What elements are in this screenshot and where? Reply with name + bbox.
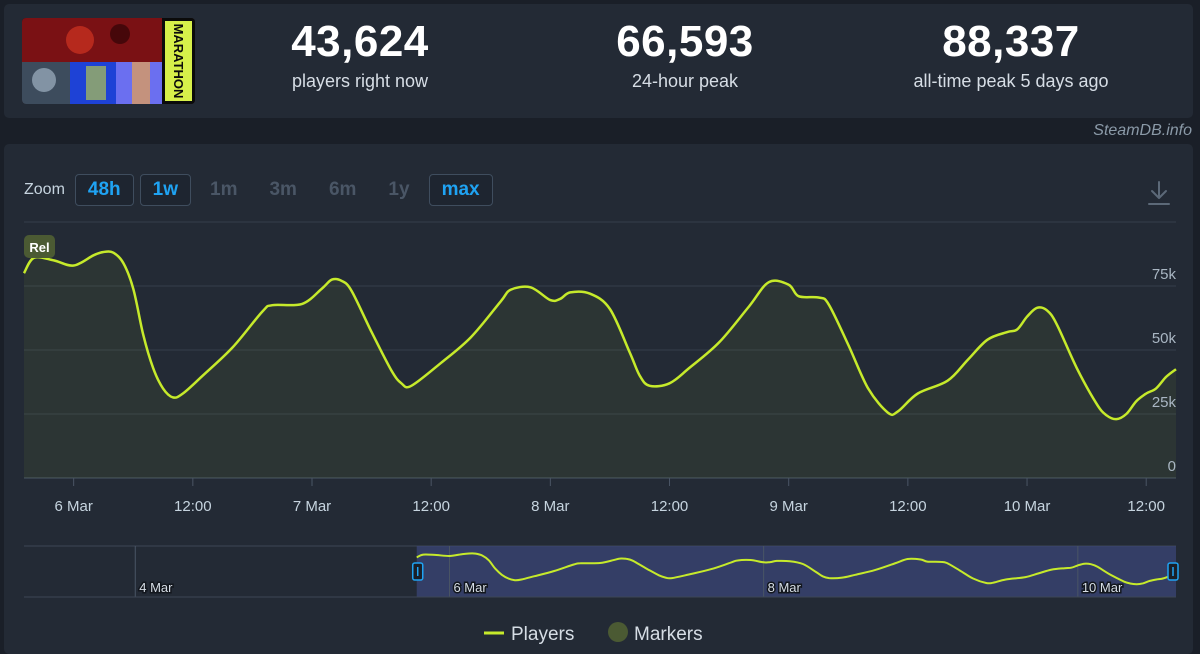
stat-players-now: 43,624 players right now xyxy=(200,20,520,92)
stat-label: players right now xyxy=(291,71,429,91)
stats-panel: MARATHON 43,624 players right now 66,593… xyxy=(4,4,1193,118)
zoom-label: Zoom xyxy=(24,181,65,198)
zoom-48h-button[interactable]: 48h xyxy=(74,174,134,206)
zoom-6m-button[interactable]: 6m xyxy=(328,179,357,200)
stat-value: 43,624 xyxy=(291,17,429,66)
logo-text: MARATHON xyxy=(171,24,186,99)
stat-value: 88,337 xyxy=(942,17,1080,66)
zoom-max-button[interactable]: max xyxy=(428,174,493,206)
zoom-1w-button[interactable]: 1w xyxy=(139,174,192,206)
game-cover-image: MARATHON xyxy=(22,18,195,104)
stat-value: 66,593 xyxy=(616,17,754,66)
zoom-3m-button[interactable]: 3m xyxy=(269,179,297,200)
source-credit[interactable]: SteamDB.info xyxy=(1093,122,1192,139)
stat-label: all-time peak 5 days ago xyxy=(913,71,1109,91)
game-cover-art[interactable]: MARATHON xyxy=(22,18,195,104)
zoom-1m-button[interactable]: 1m xyxy=(210,179,238,200)
stat-all-time-peak: 88,337 all-time peak 5 days ago xyxy=(851,20,1171,92)
zoom-bar: Zoom 48h 1w 1m 3m 6m 1y max xyxy=(24,172,499,208)
stat-label: 24-hour peak xyxy=(631,71,739,91)
stat-24h-peak: 66,593 24-hour peak xyxy=(525,20,845,92)
zoom-1y-button[interactable]: 1y xyxy=(388,179,410,200)
chart-panel: Zoom 48h 1w 1m 3m 6m 1y max xyxy=(4,144,1193,654)
download-icon[interactable] xyxy=(1147,180,1171,211)
